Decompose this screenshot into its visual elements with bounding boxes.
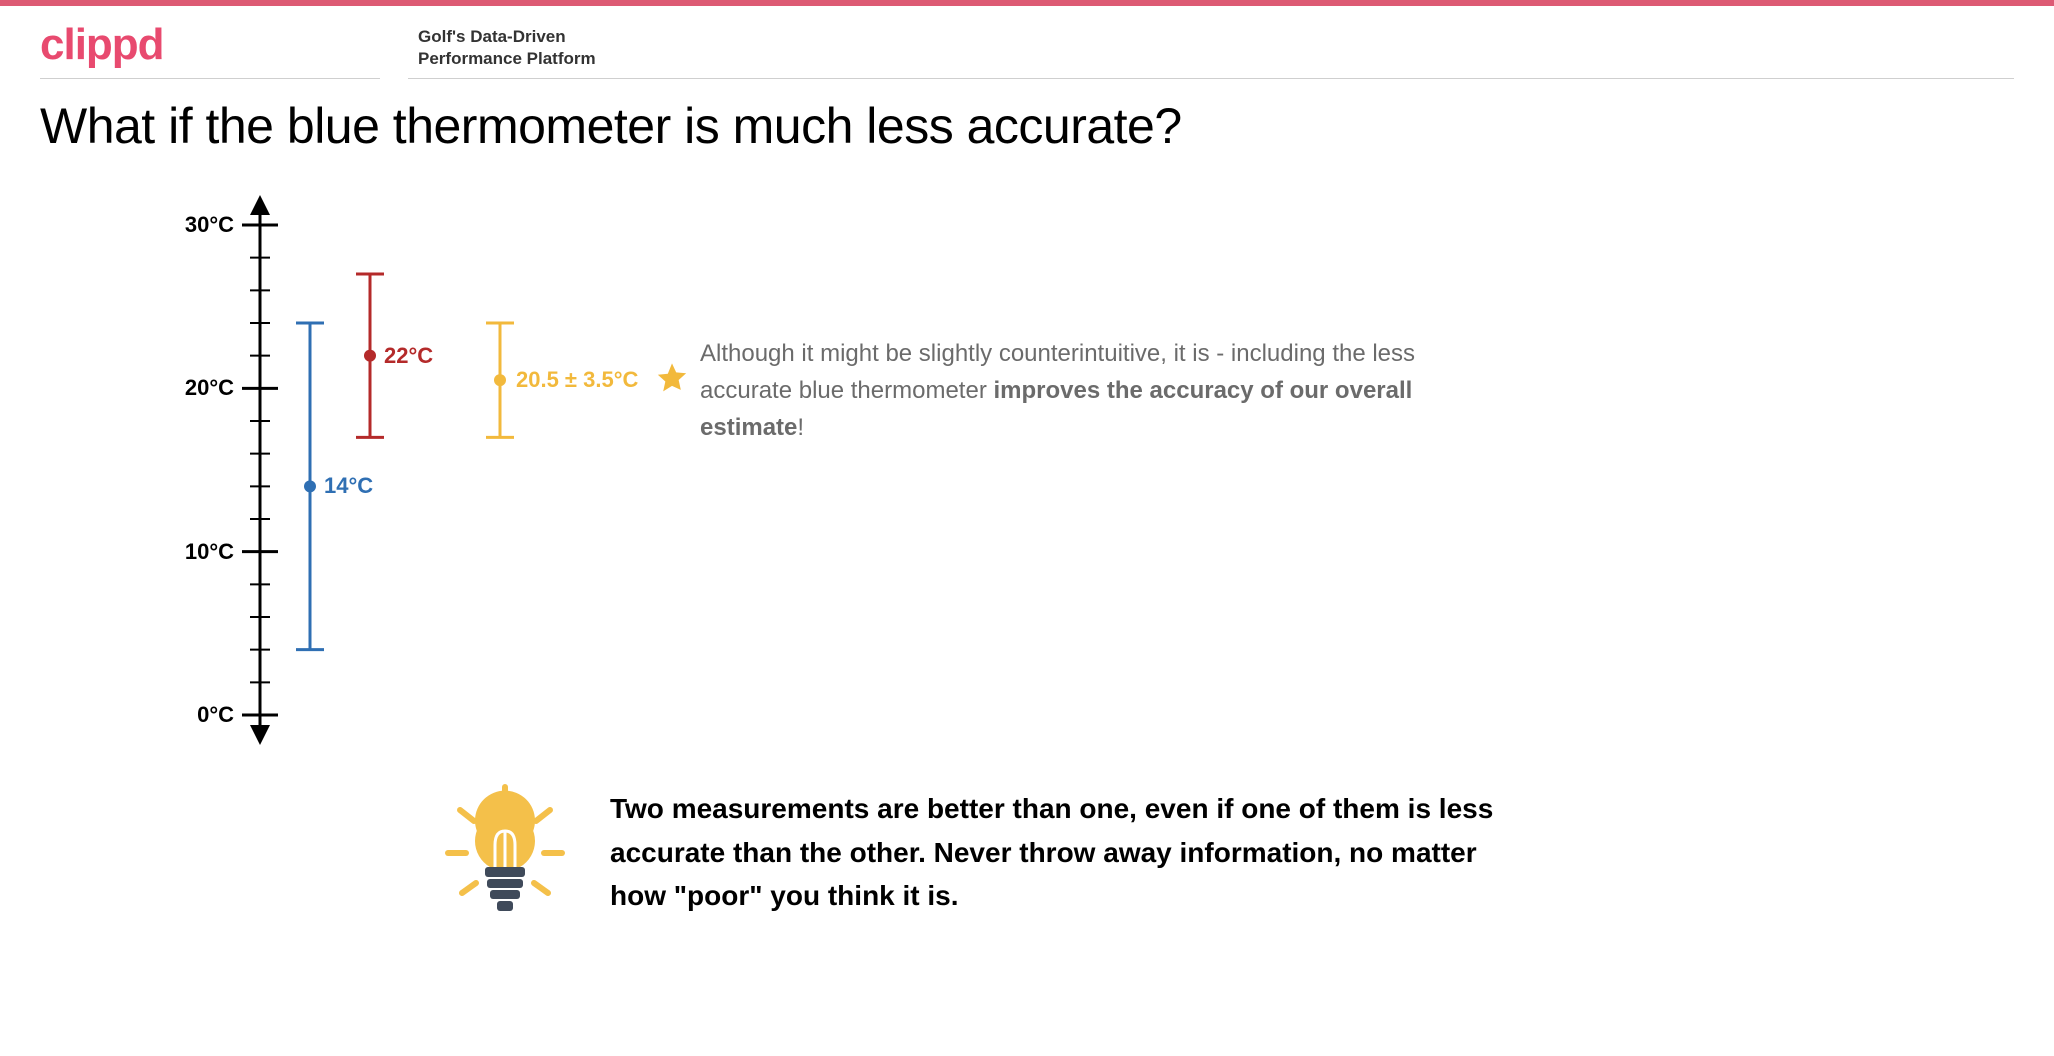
main-content: What if the blue thermometer is much les… xyxy=(0,87,2054,960)
para-post: ! xyxy=(797,414,804,441)
tagline-line1: Golf's Data-Driven xyxy=(418,26,2014,48)
lightbulb-icon xyxy=(440,775,570,930)
logo-container: clippd xyxy=(40,20,380,79)
series-label-red: 22°C xyxy=(384,343,433,369)
axis-tick-label: 30°C xyxy=(164,212,234,238)
axis-tick-label: 10°C xyxy=(164,539,234,565)
lightbulb-svg xyxy=(440,775,570,925)
axis-tick-label: 0°C xyxy=(164,702,234,728)
page-title: What if the blue thermometer is much les… xyxy=(40,97,2014,155)
takeaway-text: Two measurements are better than one, ev… xyxy=(610,787,1510,917)
chart-column: 0°C 10°C 20°C 30°C 14°C 22°C 20.5 ± 3.5°C xyxy=(40,185,660,745)
star-icon xyxy=(655,361,689,400)
series-label-yellow: 20.5 ± 3.5°C xyxy=(516,367,638,393)
axis-tick-label: 20°C xyxy=(164,375,234,401)
tagline-line2: Performance Platform xyxy=(418,48,2014,70)
explanation-paragraph: Although it might be slightly counterint… xyxy=(700,335,1460,447)
chart-svg xyxy=(140,185,660,745)
tagline-container: Golf's Data-Driven Performance Platform xyxy=(408,26,2014,79)
explanation-column: Although it might be slightly counterint… xyxy=(700,185,2014,447)
series-label-blue: 14°C xyxy=(324,473,373,499)
takeaway-row: Two measurements are better than one, ev… xyxy=(440,775,2014,930)
header: clippd Golf's Data-Driven Performance Pl… xyxy=(0,6,2054,87)
content-row: 0°C 10°C 20°C 30°C 14°C 22°C 20.5 ± 3.5°C Alth… xyxy=(40,185,2014,745)
brand-logo: clippd xyxy=(40,20,380,70)
thermometer-chart: 0°C 10°C 20°C 30°C 14°C 22°C 20.5 ± 3.5°C xyxy=(140,185,660,745)
